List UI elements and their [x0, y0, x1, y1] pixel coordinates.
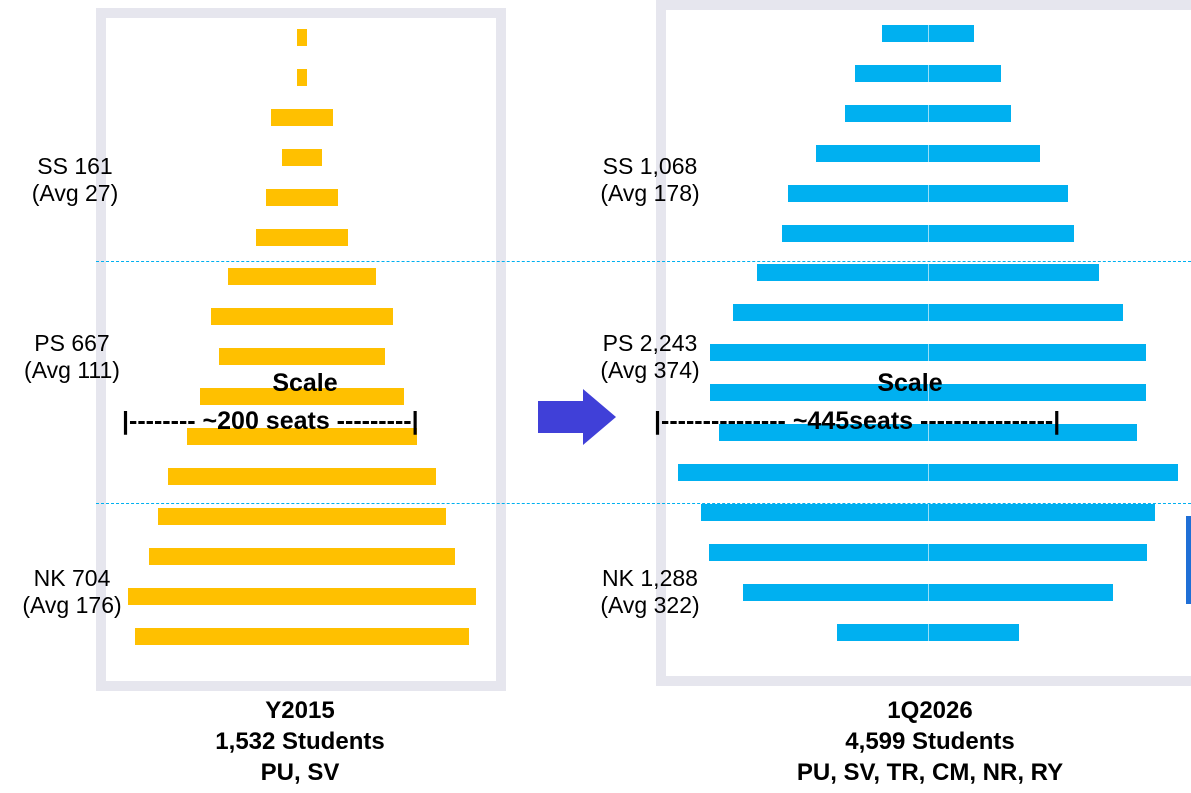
right-stage-ss: SS 1,068 (Avg 178) — [580, 153, 720, 207]
right-bar-center-tick-14 — [928, 543, 929, 561]
right-arrow-icon — [538, 389, 616, 445]
stage-avg: (Avg 322) — [600, 592, 700, 618]
left-bar-16 — [135, 627, 469, 645]
footer-students: 1,532 Students — [215, 728, 385, 755]
footer-schools: PU, SV — [260, 759, 340, 786]
stage-avg: (Avg 374) — [600, 357, 700, 383]
footer-schools: PU, SV, TR, CM, NR, RY — [796, 759, 1064, 786]
stage-avg: (Avg 176) — [22, 592, 122, 618]
right-bar-center-tick-10 — [928, 384, 929, 402]
left-bar-12 — [168, 467, 436, 485]
left-bar-4 — [282, 148, 322, 166]
stage-avg: (Avg 111) — [24, 357, 120, 383]
right-bar-center-tick-13 — [928, 503, 929, 521]
left-bar-10 — [200, 388, 404, 406]
right-bar-center-tick-16 — [928, 623, 929, 641]
right-bar-center-tick-7 — [928, 264, 929, 282]
right-bar-center-tick-5 — [928, 184, 929, 202]
right-footer: 1Q2026 4,599 Students PU, SV, TR, CM, NR… — [730, 695, 1130, 788]
stage-code: PS 2,243 — [602, 330, 698, 356]
footer-year: 1Q2026 — [887, 697, 973, 724]
stage-avg: (Avg 178) — [600, 180, 700, 206]
left-bar-15 — [128, 587, 476, 605]
left-bar-9 — [219, 348, 385, 366]
stage-code: PS 667 — [34, 330, 110, 356]
right-bar-center-tick-3 — [928, 104, 929, 122]
right-bar-center-tick-6 — [928, 224, 929, 242]
stage-divider-upper — [96, 261, 1191, 262]
left-bar-8 — [211, 308, 393, 326]
stage-code: NK 1,288 — [602, 565, 698, 591]
left-bar-13 — [158, 507, 446, 525]
left-bar-3 — [271, 108, 333, 126]
left-scale-rule: |-------- ~200 seats ---------| — [122, 407, 419, 435]
left-footer: Y2015 1,532 Students PU, SV — [150, 695, 450, 788]
right-scale-rule: |--------------- ~445seats -------------… — [654, 407, 1061, 435]
left-bar-11 — [187, 428, 417, 445]
right-stage-nk: NK 1,288 (Avg 322) — [580, 565, 720, 619]
right-bar-center-tick-9 — [928, 344, 929, 362]
left-stage-ps: PS 667 (Avg 111) — [0, 330, 144, 384]
right-bar-center-tick-15 — [928, 583, 929, 601]
right-bar-center-tick-11 — [928, 424, 929, 441]
footer-year: Y2015 — [265, 697, 335, 724]
stage-code: SS 161 — [37, 153, 113, 179]
right-bar-center-tick-4 — [928, 144, 929, 162]
left-scale-title: Scale — [272, 369, 338, 397]
right-bar-center-tick-1 — [928, 25, 929, 42]
left-bar-5 — [266, 188, 338, 206]
right-scale-title: Scale — [877, 369, 943, 397]
left-bar-7 — [228, 268, 376, 286]
left-bar-1 — [297, 29, 307, 46]
left-bar-14 — [149, 547, 455, 565]
stage-divider-lower — [96, 503, 1191, 504]
left-bar-6 — [256, 228, 348, 246]
right-bar-center-tick-12 — [928, 463, 929, 481]
stage-code: SS 1,068 — [602, 153, 698, 179]
stage-avg: (Avg 27) — [31, 180, 119, 206]
left-bar-2 — [297, 68, 307, 86]
right-stage-ps: PS 2,243 (Avg 374) — [580, 330, 720, 384]
left-stage-nk: NK 704 (Avg 176) — [0, 565, 144, 619]
right-bar-center-tick-2 — [928, 64, 929, 82]
edge-marker — [1186, 516, 1191, 604]
stage-code: NK 704 — [33, 565, 111, 591]
right-bar-center-tick-8 — [928, 304, 929, 322]
left-stage-ss: SS 161 (Avg 27) — [0, 153, 150, 207]
footer-students: 4,599 Students — [845, 728, 1015, 755]
